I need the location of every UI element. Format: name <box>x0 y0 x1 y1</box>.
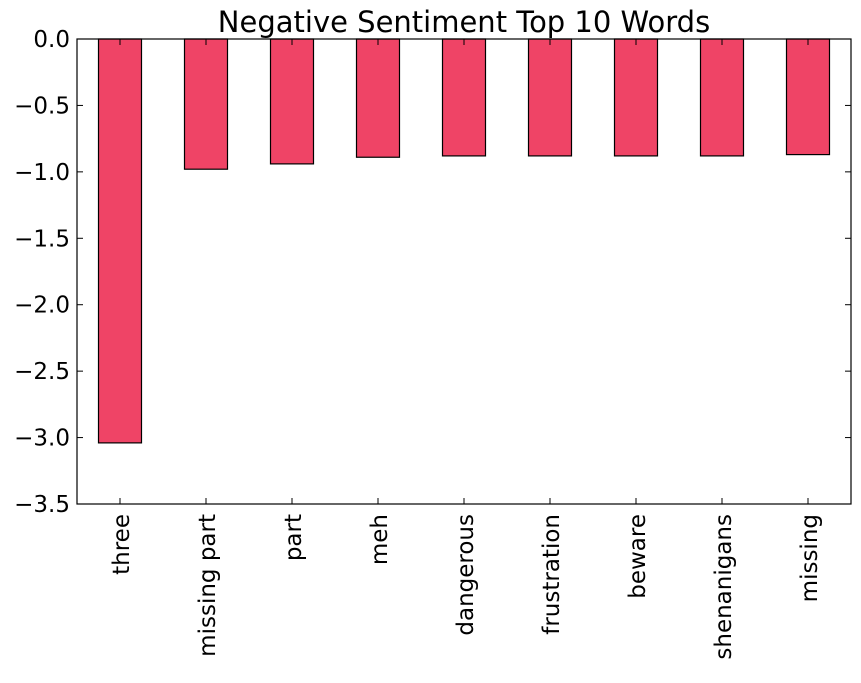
y-tick-label: −0.5 <box>14 93 70 119</box>
bar-beware <box>613 38 659 157</box>
x-tick-label: missing <box>797 514 823 602</box>
y-tick-label: −1.5 <box>14 226 70 252</box>
plot-frame <box>76 38 852 505</box>
x-tick-label: meh <box>367 514 393 565</box>
y-tick-label: 0.0 <box>33 27 70 53</box>
y-tick-label: −3.0 <box>14 426 70 452</box>
x-tick-label: frustration <box>539 514 565 635</box>
bar-missing-part <box>183 38 229 170</box>
bar-meh <box>355 38 401 158</box>
y-tick-label: −1.0 <box>14 160 70 186</box>
bar-frustration <box>527 38 573 157</box>
x-tick-label: beware <box>625 514 651 599</box>
bar-dangerous <box>441 38 487 157</box>
plot-area: three missing part part meh dangerous frustra… <box>14 27 851 660</box>
x-tick-label: three <box>109 514 135 575</box>
y-tick-label: −3.5 <box>14 492 70 518</box>
bar-part <box>269 38 315 165</box>
x-tick-label: dangerous <box>453 514 479 636</box>
x-tick-label: part <box>281 514 307 561</box>
x-tick-label: missing part <box>195 514 221 657</box>
bar-missing <box>785 38 831 156</box>
bar-three <box>97 38 143 444</box>
bar-shenanigans <box>699 38 745 157</box>
x-tick-label: shenanigans <box>711 514 737 660</box>
y-tick-label: −2.5 <box>14 359 70 385</box>
chart-title: Negative Sentiment Top 10 Words <box>218 5 710 39</box>
y-tick-label: −2.0 <box>14 293 70 319</box>
